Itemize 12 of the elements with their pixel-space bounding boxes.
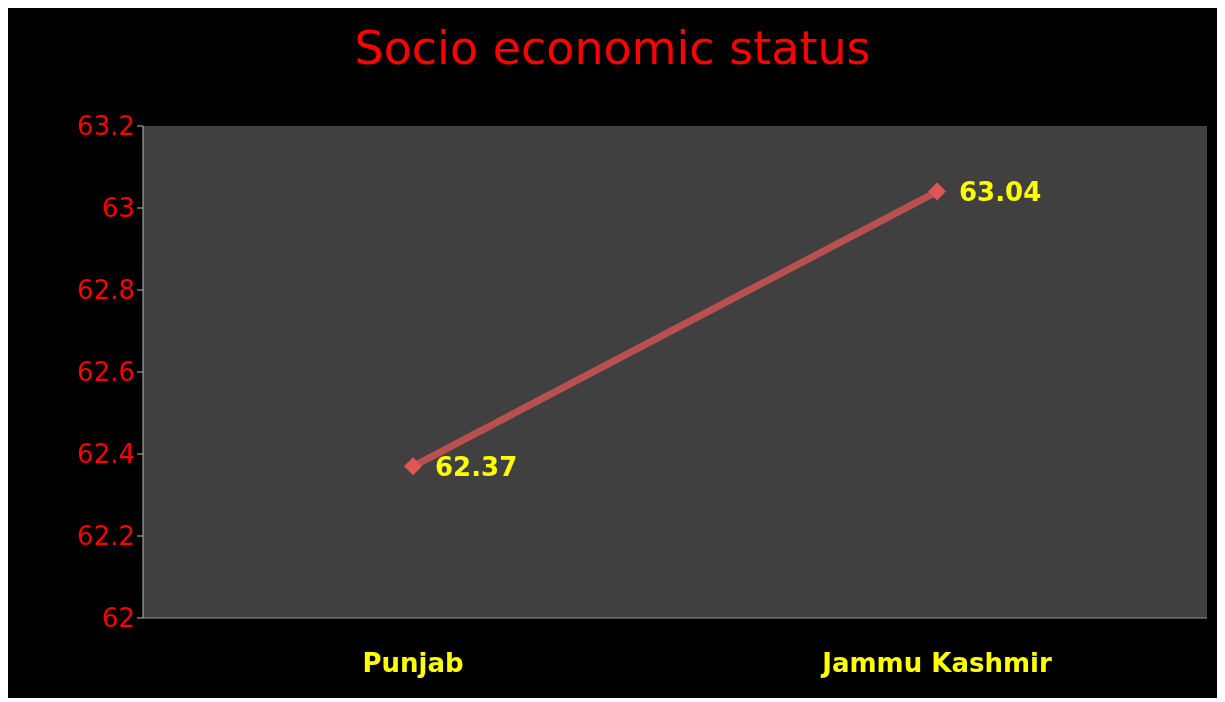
y-tick-label: 62.6 — [77, 357, 135, 388]
y-tick-label: 62 — [101, 603, 135, 634]
y-tick-label: 63.2 — [77, 111, 135, 142]
x-tick-label: Jammu Kashmir — [820, 648, 1052, 679]
y-tick-label: 63 — [101, 193, 135, 224]
y-tick-label: 62.8 — [77, 275, 135, 306]
data-label: 63.04 — [959, 176, 1042, 207]
data-label: 62.37 — [435, 451, 518, 482]
x-tick-label: Punjab — [362, 648, 464, 679]
y-tick-label: 62.4 — [77, 439, 135, 470]
y-tick-label: 62.2 — [77, 521, 135, 552]
chart-title: Socio economic status — [353, 20, 872, 77]
